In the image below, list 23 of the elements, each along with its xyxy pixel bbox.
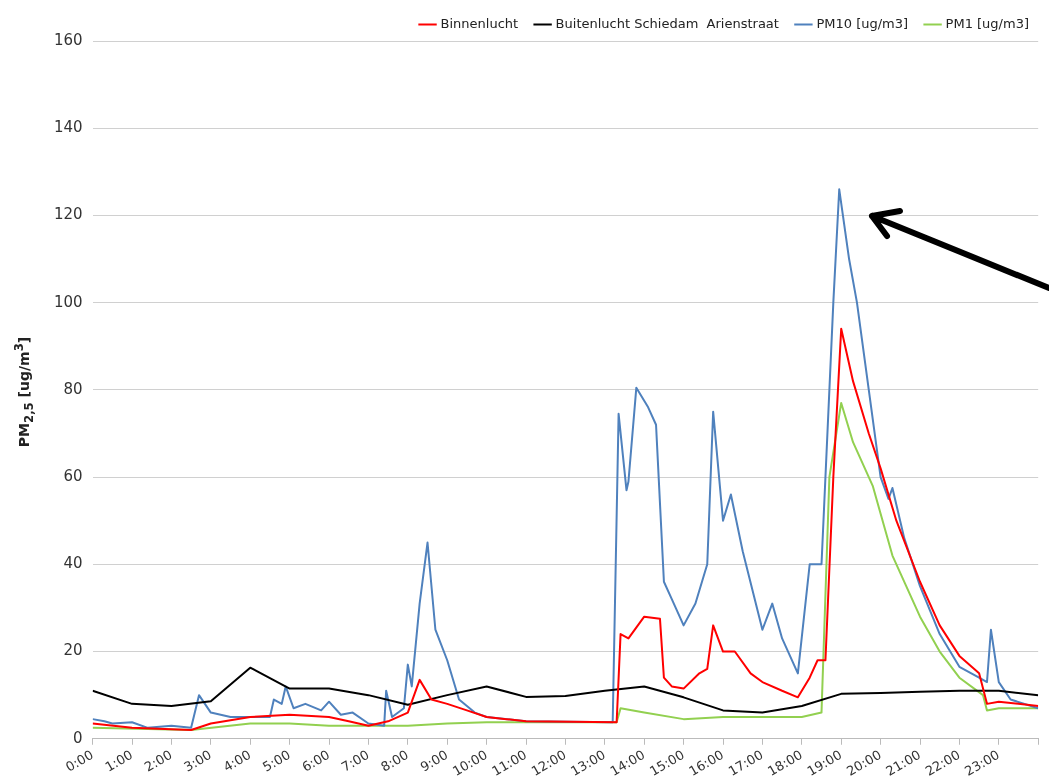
y-tick-label: 80 <box>63 379 83 398</box>
x-tick-label: 8:00 <box>378 747 412 775</box>
x-tick-label: 7:00 <box>338 747 372 775</box>
x-tick-label: 5:00 <box>260 747 293 775</box>
y-tick-label: 140 <box>53 118 83 137</box>
x-tick-label: 1:00 <box>102 747 136 775</box>
y-tick-label: 40 <box>63 554 83 573</box>
x-tick-label: 9:00 <box>417 747 451 775</box>
legend-label: PM10 [ug/m3] <box>816 15 909 31</box>
y-tick-label: 120 <box>53 205 83 224</box>
x-tick-label: 6:00 <box>299 747 333 775</box>
legend-label: Binnenlucht <box>440 15 519 31</box>
x-tick-label: 2:00 <box>141 747 175 775</box>
y-tick-label: 100 <box>53 292 83 311</box>
legend-label: PM1 [ug/m3] <box>945 15 1030 31</box>
x-tick-label: 4:00 <box>220 747 254 775</box>
y-tick-label: 20 <box>63 641 83 660</box>
y-tick-label: 60 <box>63 466 83 485</box>
legend-label: Buitenlucht Schiedam Arienstraat <box>555 15 779 31</box>
y-tick-label: 160 <box>53 30 83 49</box>
y-tick-label: 0 <box>73 728 83 747</box>
x-tick-label: 0:00 <box>63 747 96 775</box>
x-tick-label: 3:00 <box>181 747 215 775</box>
